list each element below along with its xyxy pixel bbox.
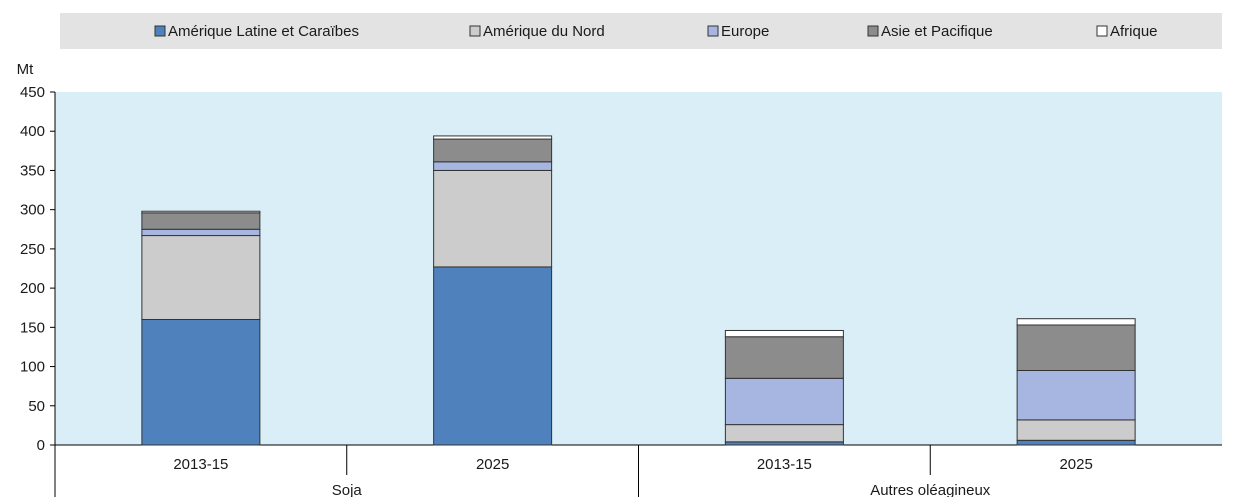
group-label-autres-oleagineux: Autres oléagineux (870, 482, 991, 497)
y-tick-label: 200 (20, 280, 45, 297)
bar-asie-et-pacifique (433, 138, 553, 163)
y-tick-label: 450 (20, 84, 45, 101)
y-tick-label: 400 (20, 123, 45, 140)
bar-europe (724, 377, 844, 426)
y-tick-label: 50 (28, 398, 45, 415)
bar-afrique (1016, 318, 1136, 326)
legend-label-afrique: Afrique (1110, 23, 1158, 40)
x-tick-label: 2013-15 (757, 456, 812, 473)
bar-amerique-latine-et-caraibes (433, 266, 553, 446)
bar-asie-et-pacifique (1016, 324, 1136, 371)
legend-label-amerique-latine-et-caraibes: Amérique Latine et Caraïbes (168, 23, 359, 40)
legend-label-europe: Europe (721, 23, 769, 40)
y-tick-label: 250 (20, 241, 45, 258)
legend-swatch-europe (707, 25, 719, 37)
bar-amerique-du-nord (141, 235, 261, 320)
bar-afrique (141, 210, 261, 214)
legend-swatch-amerique-latine-et-caraibes (154, 25, 166, 37)
legend-label-amerique-du-nord: Amérique du Nord (483, 23, 605, 40)
group-label-soja: Soja (332, 482, 363, 497)
y-tick-label: 300 (20, 202, 45, 219)
y-tick-label: 350 (20, 162, 45, 179)
legend-swatch-asie-et-pacifique (867, 25, 879, 37)
y-tick-label: 0 (37, 437, 45, 454)
x-tick-label: 2025 (476, 456, 509, 473)
y-tick-label: 100 (20, 359, 45, 376)
legend-background (60, 13, 1222, 49)
legend-swatch-afrique (1096, 25, 1108, 37)
legend-swatch-amerique-du-nord (469, 25, 481, 37)
plot-area: Mt 0 50 100 150 200 250 300 350 400 450 2013-15 2025… (17, 61, 1222, 497)
bar-europe (141, 228, 261, 237)
bar-amerique-du-nord (724, 424, 844, 443)
x-tick-label: 2025 (1059, 456, 1092, 473)
y-tick-label: 150 (20, 319, 45, 336)
bar-asie-et-pacifique (141, 212, 261, 230)
legend-label-asie-et-pacifique: Asie et Pacifique (881, 23, 993, 40)
y-axis-unit-label: Mt (17, 61, 34, 78)
bar-europe (1016, 369, 1136, 421)
bar-asie-et-pacifique (724, 336, 844, 379)
x-tick-label: 2013-15 (173, 456, 228, 473)
bar-amerique-du-nord (433, 169, 553, 268)
bar-amerique-du-nord (1016, 419, 1136, 441)
legend: Amérique Latine et Caraïbes Amérique du N… (60, 13, 1222, 49)
bar-afrique (724, 329, 844, 338)
bar-europe (433, 161, 553, 171)
bar-amerique-latine-et-caraibes (141, 318, 261, 446)
bar-afrique (433, 135, 553, 140)
bar-amerique-latine-et-caraibes (1016, 439, 1136, 446)
